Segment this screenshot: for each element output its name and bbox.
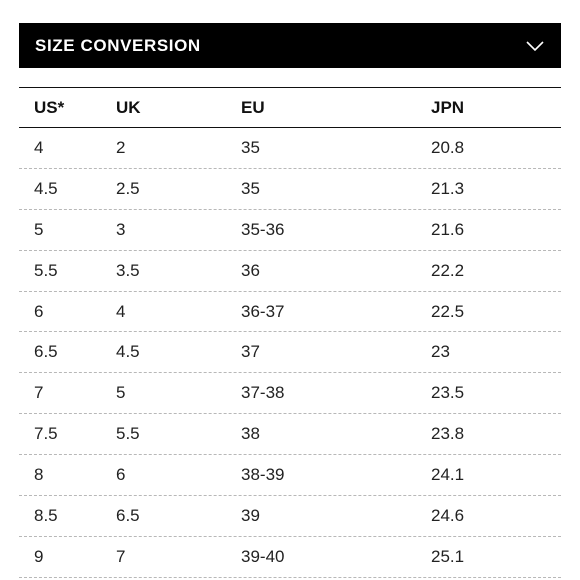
table-row: 8 6 38-39 24.1	[19, 455, 561, 497]
cell-us: 8	[34, 465, 44, 485]
cell-jpn: 23.5	[431, 383, 465, 403]
cell-jpn: 22.5	[431, 301, 465, 321]
cell-eu: 39	[241, 505, 260, 525]
table-row: 8.5 6.5 39 24.6	[19, 496, 561, 537]
cell-us: 4	[34, 137, 44, 157]
cell-uk: 2.5	[116, 178, 140, 198]
cell-eu: 35-36	[241, 219, 285, 239]
cell-eu: 38	[241, 424, 260, 444]
cell-uk: 6.5	[116, 505, 140, 525]
cell-us: 5	[34, 219, 44, 239]
cell-us: 9	[34, 546, 44, 566]
table-row: 5 3 35-36 21.6	[19, 210, 561, 251]
table-row: 9 7 39-40 25.1	[19, 537, 561, 578]
cell-us: 7.5	[34, 424, 58, 444]
cell-jpn: 23.8	[431, 424, 465, 444]
chevron-down-icon[interactable]	[525, 39, 545, 53]
cell-us: 7	[34, 383, 44, 403]
column-header-eu: EU	[241, 97, 265, 117]
cell-uk: 5.5	[116, 424, 140, 444]
cell-uk: 2	[116, 137, 126, 157]
column-header-us: US*	[34, 97, 65, 117]
cell-uk: 3.5	[116, 260, 140, 280]
cell-us: 5.5	[34, 260, 58, 280]
table-body: 4 2 35 20.8 4.5 2.5 35 21.3 5 3 35-36 21.6 5.5 3.5 36 2…	[19, 128, 561, 578]
cell-uk: 5	[116, 383, 126, 403]
cell-jpn: 24.6	[431, 505, 465, 525]
table-header-row: US* UK EU JPN	[19, 88, 561, 128]
cell-eu: 37	[241, 342, 260, 362]
cell-us: 8.5	[34, 505, 58, 525]
cell-jpn: 20.8	[431, 137, 465, 157]
cell-eu: 39-40	[241, 546, 285, 566]
cell-jpn: 21.6	[431, 219, 465, 239]
cell-jpn: 23	[431, 342, 450, 362]
table-row: 7.5 5.5 38 23.8	[19, 414, 561, 456]
size-conversion-panel: SIZE CONVERSION US* UK EU JPN 4 2 35 20.8 4.…	[19, 23, 561, 578]
cell-uk: 3	[116, 219, 126, 239]
column-header-uk: UK	[116, 97, 141, 117]
column-header-jpn: JPN	[431, 97, 465, 117]
cell-uk: 4	[116, 301, 126, 321]
cell-uk: 4.5	[116, 342, 140, 362]
cell-eu: 35	[241, 137, 260, 157]
cell-us: 4.5	[34, 178, 58, 198]
section-title: SIZE CONVERSION	[35, 35, 201, 55]
table-row: 7 5 37-38 23.5	[19, 373, 561, 415]
cell-jpn: 22.2	[431, 260, 465, 280]
cell-eu: 38-39	[241, 465, 285, 485]
cell-eu: 37-38	[241, 383, 285, 403]
cell-eu: 35	[241, 178, 260, 198]
cell-uk: 6	[116, 465, 126, 485]
cell-us: 6	[34, 301, 44, 321]
cell-eu: 36-37	[241, 301, 285, 321]
table-row: 4.5 2.5 35 21.3	[19, 169, 561, 210]
cell-jpn: 25.1	[431, 546, 465, 566]
table-row: 6.5 4.5 37 23	[19, 332, 561, 374]
table-row: 6 4 36-37 22.5	[19, 292, 561, 333]
size-table: US* UK EU JPN 4 2 35 20.8 4.5 2.5 35 21.3 5 3 35-3…	[19, 87, 561, 578]
cell-uk: 7	[116, 546, 126, 566]
cell-jpn: 24.1	[431, 465, 465, 485]
cell-jpn: 21.3	[431, 178, 465, 198]
table-row: 4 2 35 20.8	[19, 128, 561, 169]
cell-us: 6.5	[34, 342, 58, 362]
table-row: 5.5 3.5 36 22.2	[19, 251, 561, 292]
cell-eu: 36	[241, 260, 260, 280]
size-conversion-toggle[interactable]: SIZE CONVERSION	[19, 23, 561, 68]
